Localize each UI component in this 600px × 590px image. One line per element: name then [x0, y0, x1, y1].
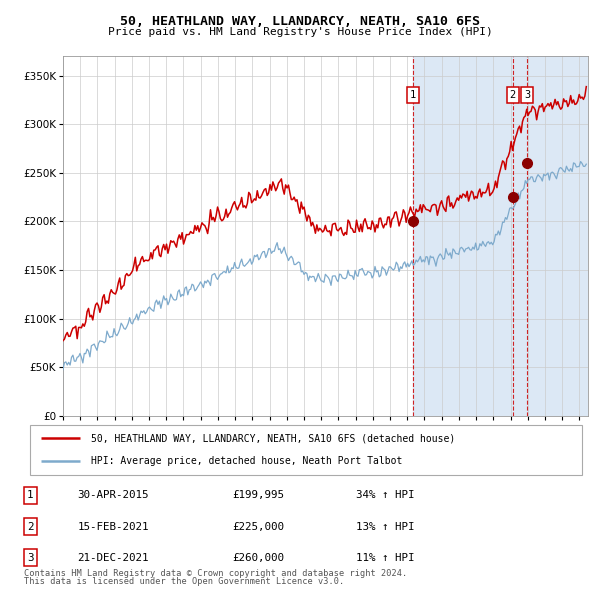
Text: £225,000: £225,000 [232, 522, 284, 532]
Text: Price paid vs. HM Land Registry's House Price Index (HPI): Price paid vs. HM Land Registry's House … [107, 27, 493, 37]
Text: 1: 1 [410, 90, 416, 100]
Text: 2: 2 [27, 522, 34, 532]
Text: 1: 1 [27, 490, 34, 500]
Text: 2: 2 [509, 90, 516, 100]
Text: Contains HM Land Registry data © Crown copyright and database right 2024.: Contains HM Land Registry data © Crown c… [24, 569, 407, 578]
Text: 50, HEATHLAND WAY, LLANDARCY, NEATH, SA10 6FS (detached house): 50, HEATHLAND WAY, LLANDARCY, NEATH, SA1… [91, 433, 455, 443]
Text: £199,995: £199,995 [232, 490, 284, 500]
Text: 3: 3 [524, 90, 530, 100]
Text: 34% ↑ HPI: 34% ↑ HPI [356, 490, 415, 500]
Text: 13% ↑ HPI: 13% ↑ HPI [356, 522, 415, 532]
Text: This data is licensed under the Open Government Licence v3.0.: This data is licensed under the Open Gov… [24, 578, 344, 586]
Text: 30-APR-2015: 30-APR-2015 [77, 490, 149, 500]
Text: 15-FEB-2021: 15-FEB-2021 [77, 522, 149, 532]
FancyBboxPatch shape [30, 425, 582, 475]
Text: 3: 3 [27, 553, 34, 563]
Text: 50, HEATHLAND WAY, LLANDARCY, NEATH, SA10 6FS: 50, HEATHLAND WAY, LLANDARCY, NEATH, SA1… [120, 15, 480, 28]
Text: HPI: Average price, detached house, Neath Port Talbot: HPI: Average price, detached house, Neat… [91, 457, 402, 467]
Text: 21-DEC-2021: 21-DEC-2021 [77, 553, 149, 563]
Bar [413, 56, 600, 416]
Text: £260,000: £260,000 [232, 553, 284, 563]
Text: 11% ↑ HPI: 11% ↑ HPI [356, 553, 415, 563]
